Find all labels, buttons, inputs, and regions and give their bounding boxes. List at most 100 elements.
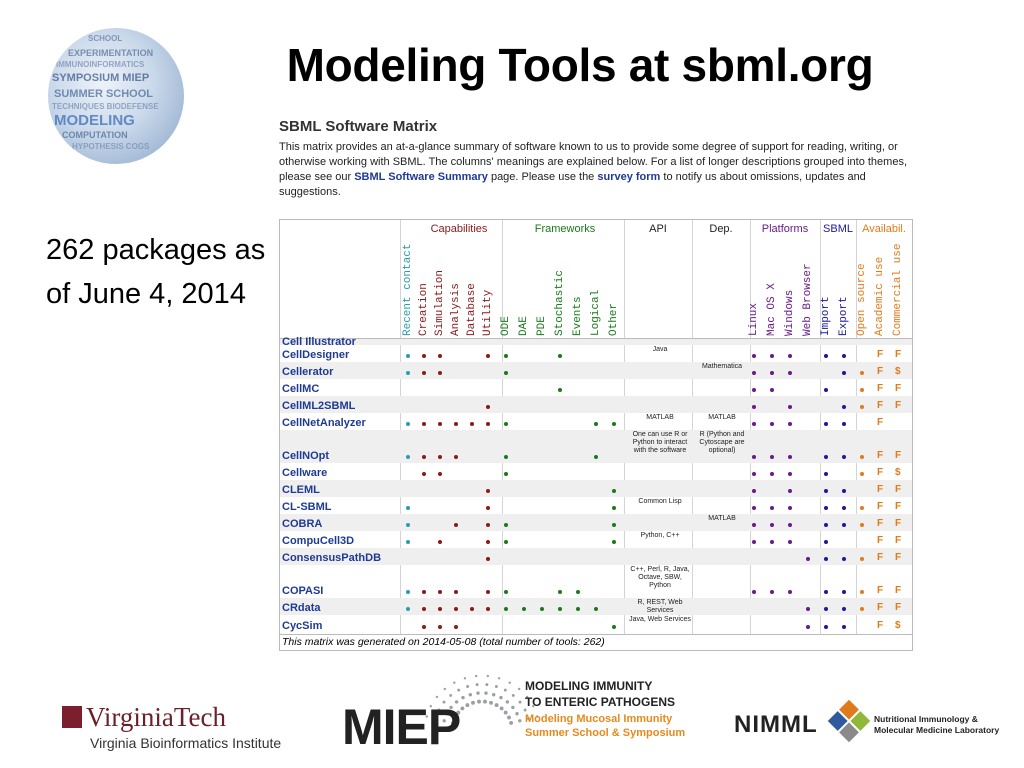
tool-name-link[interactable]: ConsensusPathDB — [282, 552, 382, 564]
sphere-word: TECHNIQUES BIODEFENSE — [52, 102, 159, 111]
tool-name-link[interactable]: COPASI — [282, 585, 324, 597]
package-count-note: 262 packages as of June 4, 2014 — [46, 234, 266, 310]
column-header: ODE — [500, 316, 512, 336]
column-header: Export — [838, 296, 850, 336]
support-dot — [788, 455, 792, 459]
tool-name-link[interactable]: CRdata — [282, 602, 321, 614]
support-dot — [486, 607, 490, 611]
tool-name-link[interactable]: CompuCell3D — [282, 535, 355, 547]
support-dot — [540, 607, 544, 611]
tool-name-link[interactable]: CycSim — [282, 620, 323, 632]
tool-name-link[interactable]: CellDesigner — [282, 349, 350, 361]
nimml-letters: NIMML — [734, 711, 818, 738]
support-dot — [788, 506, 792, 510]
support-dot — [842, 354, 846, 358]
support-dot — [422, 455, 426, 459]
miep-dots-icon — [425, 674, 539, 725]
support-dot — [612, 506, 616, 510]
support-dot — [422, 590, 426, 594]
support-dot — [486, 422, 490, 426]
tool-name-link[interactable]: CellNOpt — [282, 450, 330, 462]
software-summary-link[interactable]: SBML Software Summary — [354, 171, 488, 183]
support-dot — [788, 354, 792, 358]
tool-name-link[interactable]: CLEML — [282, 484, 320, 496]
column-header: Creation — [418, 283, 430, 336]
support-dot — [438, 625, 442, 629]
survey-form-link[interactable]: survey form — [597, 171, 661, 183]
vt-name: VirginiaTech — [86, 702, 226, 732]
support-dot — [486, 489, 490, 493]
virginia-tech-logo: VirginiaTech Virginia Bioinformatics Ins… — [62, 702, 281, 751]
academic-use-mark: F — [877, 552, 884, 563]
column-header: Linux — [748, 302, 760, 336]
support-dot — [824, 472, 828, 476]
column-header: Events — [572, 296, 584, 336]
support-dot — [860, 388, 864, 392]
support-dot — [788, 523, 792, 527]
tool-name-link[interactable]: Cell Illustrator — [282, 336, 356, 348]
support-dot — [842, 523, 846, 527]
support-dot — [612, 422, 616, 426]
nimml-text: Nutritional Immunology & Molecular Medic… — [874, 714, 1000, 735]
matrix-row: COBRA MATLAB F F — [280, 514, 912, 531]
support-dot — [752, 506, 756, 510]
support-dot — [770, 354, 774, 358]
academic-use-mark: F — [877, 383, 884, 394]
support-dot — [860, 371, 864, 375]
dependency-cell: Mathematica — [701, 363, 743, 370]
column-divider — [624, 220, 625, 634]
sphere-word: SUMMER SCHOOL — [54, 88, 153, 100]
support-dot — [806, 625, 810, 629]
column-divider — [750, 220, 751, 634]
support-dot — [612, 625, 616, 629]
support-dot — [842, 489, 846, 493]
tool-name-link[interactable]: Cellerator — [282, 366, 334, 378]
tool-name-link[interactable]: COBRA — [282, 518, 323, 530]
support-dot — [752, 354, 756, 358]
matrix-row: CellMC F F — [280, 379, 912, 396]
tool-name-link[interactable]: CellNetAnalyzer — [282, 417, 366, 429]
matrix-row: COPASI C++, Perl, R, Java, Octave, SBW, P… — [280, 565, 912, 598]
support-dot — [770, 422, 774, 426]
tool-name-link[interactable]: Cellware — [282, 467, 328, 479]
tool-name-link[interactable]: CellML2SBML — [282, 400, 356, 412]
column-group-header: Availabil. — [862, 223, 906, 235]
support-dot — [438, 590, 442, 594]
matrix-row: CLEML F F — [280, 480, 912, 497]
tool-name-link[interactable]: CL-SBML — [282, 501, 332, 513]
support-dot — [612, 523, 616, 527]
column-divider — [692, 220, 693, 634]
support-dot — [806, 607, 810, 611]
miep-subtitle: Modeling Mucosal Immunity Summer School … — [525, 713, 686, 739]
column-group-header: Platforms — [761, 223, 809, 235]
miep-title: MODELING IMMUNITY TO ENTERIC PATHOGENS — [525, 679, 676, 709]
support-dot — [860, 523, 864, 527]
support-dot — [438, 371, 442, 375]
support-dot — [860, 455, 864, 459]
support-dot — [558, 590, 562, 594]
support-dot — [770, 540, 774, 544]
support-dot — [504, 590, 508, 594]
software-matrix-table: Capabilities Frameworks API Dep. Platforms SB… — [279, 219, 913, 651]
support-dot — [504, 523, 508, 527]
api-cell: Common Lisp — [638, 498, 682, 505]
support-dot — [788, 590, 792, 594]
academic-use-mark: F — [877, 349, 884, 360]
support-dot — [406, 506, 410, 510]
commercial-use-mark: $ — [895, 366, 901, 377]
matrix-footer: This matrix was generated on 2014-05-08 … — [280, 634, 912, 650]
support-dot — [770, 590, 774, 594]
description-text-1: This matrix provides an at-a-glance summ… — [279, 141, 907, 183]
tool-name-link[interactable]: CellMC — [282, 383, 320, 395]
support-dot — [806, 557, 810, 561]
column-header: Other — [608, 302, 620, 336]
api-cell: R, REST, Web Services — [637, 599, 683, 614]
commercial-use-mark: F — [895, 552, 902, 563]
support-dot — [594, 607, 598, 611]
academic-use-mark: F — [877, 602, 884, 613]
matrix-row: CycSim Java, Web Services F $ — [280, 615, 912, 633]
support-dot — [842, 506, 846, 510]
column-header: Database — [466, 283, 478, 336]
support-dot — [842, 590, 846, 594]
support-dot — [788, 472, 792, 476]
